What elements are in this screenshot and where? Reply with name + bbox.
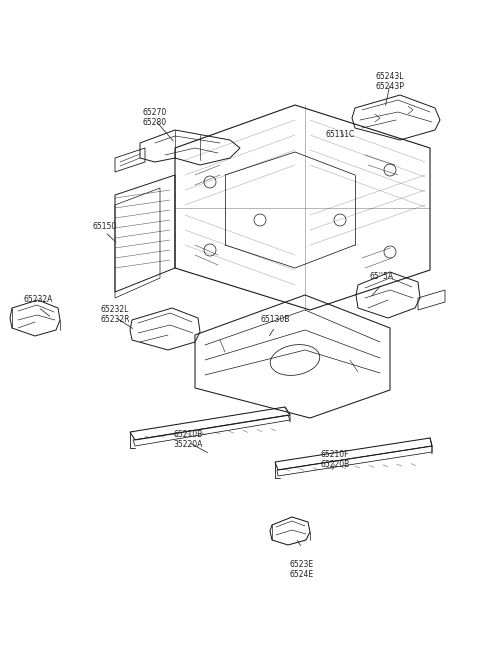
- Text: 65''5A: 65''5A: [370, 272, 394, 281]
- Text: 65232L
65232R: 65232L 65232R: [100, 305, 130, 325]
- Text: 65210B
35220A: 65210B 35220A: [173, 430, 203, 449]
- Text: 65130B: 65130B: [260, 315, 290, 324]
- Text: 6523E
6524E: 6523E 6524E: [290, 560, 314, 579]
- Text: 65270
65280: 65270 65280: [143, 108, 167, 127]
- Text: 65111C: 65111C: [325, 130, 354, 139]
- Text: 65150: 65150: [93, 222, 117, 231]
- Text: 65243L
65243P: 65243L 65243P: [375, 72, 405, 91]
- Text: 65232A: 65232A: [24, 295, 53, 304]
- Text: 65210F
65220B: 65210F 65220B: [320, 450, 349, 469]
